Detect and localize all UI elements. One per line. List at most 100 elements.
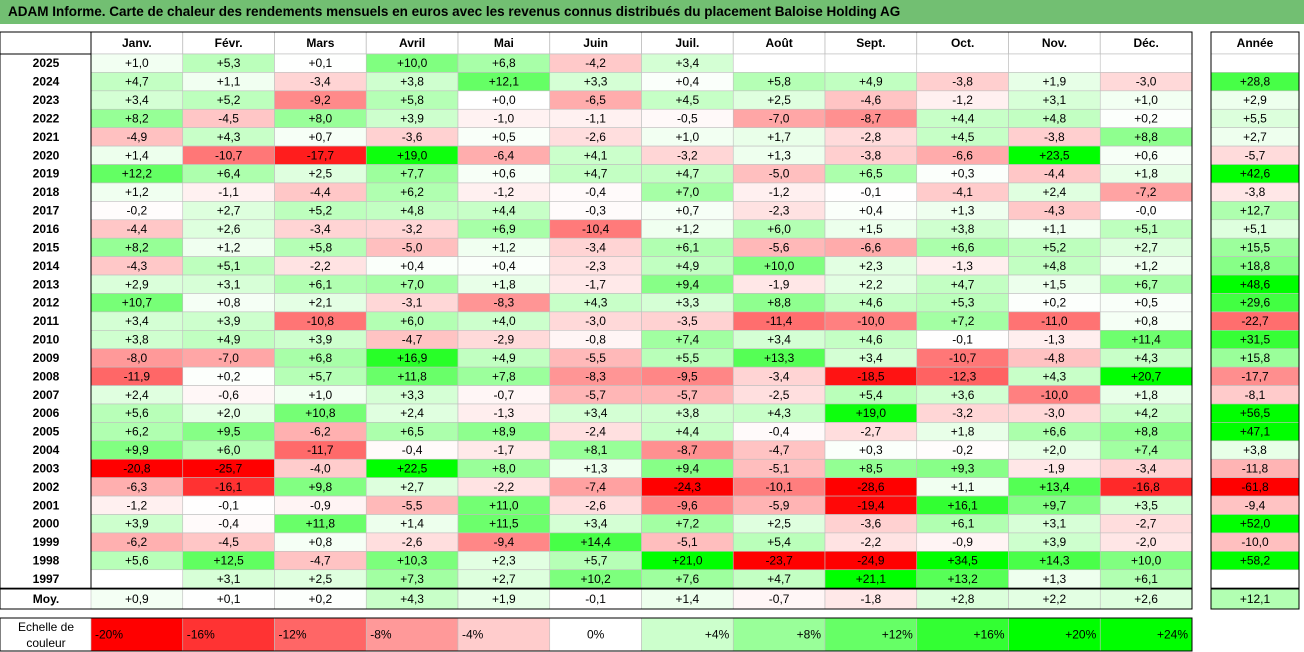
scale-stop-label: +12% xyxy=(882,628,913,642)
cell-value: +9,4 xyxy=(676,461,700,475)
average-value: +4,3 xyxy=(400,592,424,606)
cell-value: -5,9 xyxy=(769,498,790,512)
cell-value: +3,9 xyxy=(1043,535,1067,549)
cell-value: -6,6 xyxy=(952,148,973,162)
cell-value: +6,0 xyxy=(217,443,241,457)
cell-value: +13,3 xyxy=(764,351,795,365)
cell-value: +1,8 xyxy=(1134,388,1158,402)
cell-value: +19,0 xyxy=(397,148,428,162)
cell-value: -1,2 xyxy=(769,185,790,199)
cell-value: +4,9 xyxy=(859,75,883,89)
cell-value: -12,3 xyxy=(949,369,977,383)
cell-value: -3,4 xyxy=(585,240,606,254)
cell-value: +8,9 xyxy=(492,425,516,439)
cell-value: +3,3 xyxy=(676,296,700,310)
month-header: Mars xyxy=(306,36,334,50)
cell-value: +16,1 xyxy=(947,498,978,512)
cell-value: -3,2 xyxy=(677,148,698,162)
cell-value: +3,4 xyxy=(767,333,791,347)
cell-value: +5,1 xyxy=(1134,222,1158,236)
cell-value: +11,5 xyxy=(489,517,519,531)
row-year-label: 2000 xyxy=(33,517,60,531)
cell-value: +4,4 xyxy=(492,204,516,218)
year-total-value: -8,1 xyxy=(1245,388,1266,402)
cell-value: +0,4 xyxy=(492,259,516,273)
scale-stop-label: 0% xyxy=(587,628,605,642)
cell-value: +34,5 xyxy=(947,554,978,568)
year-total-value: +31,5 xyxy=(1240,333,1271,347)
cell-value: -1,2 xyxy=(952,93,973,107)
cell-value: +1,2 xyxy=(217,240,241,254)
cell-value: -3,8 xyxy=(1044,130,1065,144)
row-year-label: 2005 xyxy=(33,425,60,439)
cell-value: +2,5 xyxy=(767,517,791,531)
chart-title: ADAM Informe. Carte de chaleur des rende… xyxy=(0,0,1304,24)
row-year-label: 2024 xyxy=(33,75,60,89)
year-total-cell xyxy=(1210,53,1300,73)
cell-value: +1,0 xyxy=(676,130,700,144)
cell-value: +9,9 xyxy=(125,443,149,457)
cell-value: -4,7 xyxy=(402,333,423,347)
cell-value: +4,3 xyxy=(1043,369,1067,383)
cell-value: -5,7 xyxy=(677,388,698,402)
cell-value: +5,2 xyxy=(1043,240,1067,254)
cell-value: +8,8 xyxy=(1134,130,1158,144)
cell-value: +19,0 xyxy=(856,406,887,420)
cell-value: +1,1 xyxy=(951,480,975,494)
average-value: +2,8 xyxy=(951,592,975,606)
cell-value: +13,4 xyxy=(1039,480,1070,494)
year-total-header: Année xyxy=(1237,36,1274,50)
cell-value: -0,5 xyxy=(677,111,698,125)
cell-value: +8,0 xyxy=(492,461,516,475)
cell-value: -8,7 xyxy=(677,443,698,457)
year-total-value: +15,5 xyxy=(1240,240,1271,254)
year-total-value: -9,4 xyxy=(1245,498,1266,512)
year-grid-border xyxy=(1210,31,1300,589)
cell-value: +8,2 xyxy=(125,240,149,254)
cell-value: -4,8 xyxy=(1044,351,1065,365)
cell-value: +4,9 xyxy=(217,333,241,347)
cell-value: +2,4 xyxy=(400,406,424,420)
cell-value: +0,3 xyxy=(951,167,975,181)
cell-value: +7,0 xyxy=(676,185,700,199)
cell-value: +7,6 xyxy=(676,572,700,586)
cell-value: -3,5 xyxy=(677,314,698,328)
cell-value: +4,2 xyxy=(1134,406,1158,420)
cell-value: +5,7 xyxy=(309,369,333,383)
cell-value: -0,4 xyxy=(218,517,239,531)
cell-value: -0,6 xyxy=(218,388,239,402)
cell-value: -17,7 xyxy=(307,148,335,162)
cell-value: -5,5 xyxy=(585,351,606,365)
cell-value: +9,3 xyxy=(951,461,975,475)
cell-value: +0,5 xyxy=(1134,296,1158,310)
scale-stop-label: +16% xyxy=(973,628,1004,642)
cell-value: -5,0 xyxy=(769,167,790,181)
row-year-label: 1997 xyxy=(33,572,60,586)
cell-value: +1,0 xyxy=(125,56,149,70)
cell-value: -2,2 xyxy=(861,535,882,549)
cell-value: +23,5 xyxy=(1039,148,1070,162)
cell-value: +7,2 xyxy=(951,314,975,328)
cell-value: -28,6 xyxy=(857,480,885,494)
cell-value: +5,4 xyxy=(859,388,883,402)
year-total-value: +5,1 xyxy=(1243,222,1267,236)
cell-value: -0,9 xyxy=(952,535,973,549)
cell-value: +6,5 xyxy=(400,425,424,439)
cell-value: +0,4 xyxy=(676,75,700,89)
cell-value: -0,0 xyxy=(1136,204,1157,218)
cell-value: -6,3 xyxy=(127,480,148,494)
cell-value: +2,3 xyxy=(492,554,516,568)
cell-value: -1,7 xyxy=(494,443,515,457)
year-total-value: +28,8 xyxy=(1240,75,1271,89)
cell-value: -2,8 xyxy=(861,130,882,144)
row-year-label: 2013 xyxy=(33,277,60,291)
cell-value: +4,7 xyxy=(125,75,149,89)
row-year-label: 2003 xyxy=(33,461,60,475)
year-total-value: +5,5 xyxy=(1243,111,1267,125)
cell-value: -1,3 xyxy=(1044,333,1065,347)
cell-value: +10,0 xyxy=(397,56,428,70)
cell-value: -2,2 xyxy=(310,259,331,273)
cell-value: +6,5 xyxy=(859,167,883,181)
cell-value: -3,2 xyxy=(402,222,423,236)
cell-value: -5,1 xyxy=(769,461,790,475)
